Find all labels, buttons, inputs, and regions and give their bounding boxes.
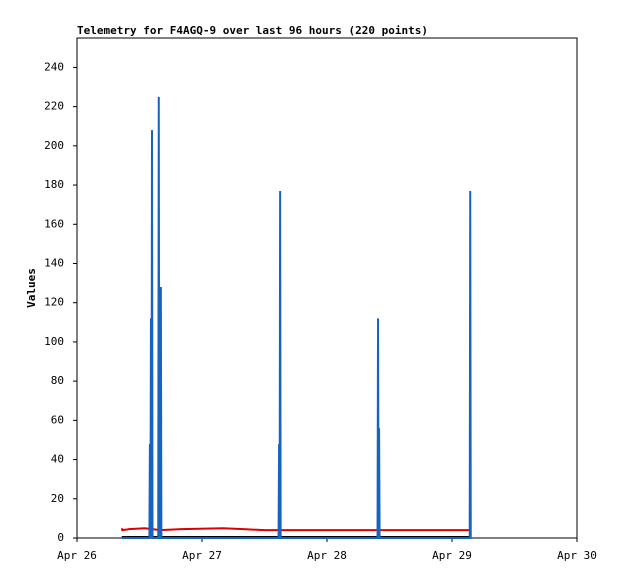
y-tick-label: 120 [44, 296, 64, 309]
y-tick-label: 20 [51, 492, 64, 505]
series-line [121, 96, 472, 539]
y-tick-label: 240 [44, 60, 64, 73]
y-tick-label: 80 [51, 374, 64, 387]
x-tick-label: Apr 28 [307, 549, 347, 562]
y-tick-label: 160 [44, 217, 64, 230]
y-tick-label: 140 [44, 256, 64, 269]
y-tick-label: 100 [44, 335, 64, 348]
y-tick-label: 60 [51, 413, 64, 426]
x-tick-label: Apr 29 [432, 549, 472, 562]
y-tick-label: 0 [57, 531, 64, 544]
y-tick-label: 200 [44, 139, 64, 152]
x-tick-label: Apr 30 [557, 549, 597, 562]
x-tick-label: Apr 26 [57, 549, 97, 562]
series-line [120, 527, 471, 532]
y-axis-label: Values [25, 268, 38, 308]
x-tick-label: Apr 27 [182, 549, 222, 562]
y-tick-label: 220 [44, 100, 64, 113]
y-tick-label: 40 [51, 453, 64, 466]
y-tick-label: 180 [44, 178, 64, 191]
chart-title: Telemetry for F4AGQ-9 over last 96 hours… [77, 24, 428, 37]
